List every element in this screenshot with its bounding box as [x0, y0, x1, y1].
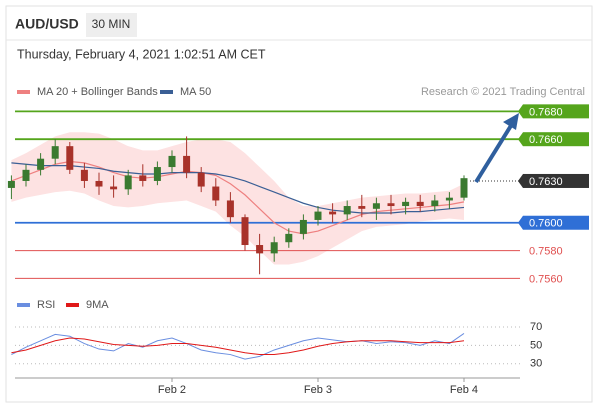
level-box	[523, 173, 589, 188]
candle-body	[197, 172, 205, 187]
y-tick-label: 30	[530, 358, 542, 370]
level-label: 0.7680	[529, 106, 563, 118]
candle-body	[110, 186, 118, 190]
timeframe: 30 MIN	[92, 17, 131, 31]
forecast-arrow	[474, 122, 514, 184]
level-label: 0.7660	[529, 134, 563, 146]
candle-body	[183, 155, 191, 173]
candle-body	[270, 242, 278, 254]
rsi-line	[11, 337, 465, 356]
candle-body	[445, 197, 453, 201]
legend-label: MA 20 + Bollinger Bands	[37, 86, 158, 98]
legend-swatch	[160, 90, 173, 94]
bollinger-band	[11, 132, 465, 265]
symbol: AUD/USD	[15, 16, 79, 32]
forecast-arrowhead	[503, 113, 519, 130]
candle-body	[80, 169, 88, 181]
legend-swatch	[66, 303, 79, 307]
candle-body	[241, 217, 249, 246]
x-tick-label: Feb 3	[304, 384, 332, 396]
candle-body	[431, 200, 439, 207]
candle-body	[37, 158, 45, 170]
candle-body	[402, 201, 410, 207]
candle-body	[7, 180, 15, 188]
x-tick-label: Feb 4	[450, 384, 478, 396]
candle-body	[329, 211, 337, 215]
legend-swatch	[17, 303, 30, 307]
candle-body	[372, 203, 380, 209]
source: Research © 2021 Trading Central	[421, 86, 585, 98]
level-label: 0.7600	[529, 218, 563, 230]
y-tick-label: 70	[530, 321, 542, 333]
candle-body	[314, 211, 322, 220]
candle-body	[256, 245, 264, 254]
candle-body	[299, 219, 307, 234]
ma-line	[11, 162, 465, 214]
level-box-tip	[518, 173, 523, 188]
rsi-line	[11, 333, 465, 360]
ma-line	[11, 160, 465, 235]
legend-label: RSI	[37, 299, 55, 311]
level-label: 0.7580	[529, 245, 563, 257]
timestamp: Thursday, February 4, 2021 1:02:51 AM CE…	[17, 47, 266, 61]
level-box	[523, 215, 589, 230]
candle-body	[226, 200, 234, 218]
candle-body	[22, 169, 30, 181]
candle-body	[343, 206, 351, 215]
candle-body	[285, 233, 293, 243]
candle-body	[66, 146, 74, 170]
level-box-tip	[518, 132, 523, 147]
candle-body	[139, 175, 147, 181]
level-box-tip	[518, 215, 523, 230]
legend-label: 9MA	[86, 299, 109, 311]
candle-body	[358, 206, 366, 209]
level-box	[523, 132, 589, 147]
y-tick-label: 50	[530, 339, 542, 351]
candle-body	[416, 201, 424, 207]
candle-body	[460, 178, 468, 198]
candle-body	[153, 167, 161, 181]
level-label: 0.7560	[529, 273, 563, 285]
candle-body	[168, 155, 176, 168]
candle-body	[387, 203, 395, 207]
level-box-tip	[518, 104, 523, 119]
candle-body	[95, 180, 103, 187]
timeframe-box	[86, 13, 137, 37]
candle-body	[212, 186, 220, 201]
legend-label: MA 50	[180, 86, 211, 98]
legend-swatch	[17, 90, 30, 94]
level-label: 0.7630	[529, 176, 563, 188]
level-box	[523, 104, 589, 119]
candle-body	[51, 146, 59, 159]
candle-body	[124, 175, 132, 190]
x-tick-label: Feb 2	[158, 384, 186, 396]
